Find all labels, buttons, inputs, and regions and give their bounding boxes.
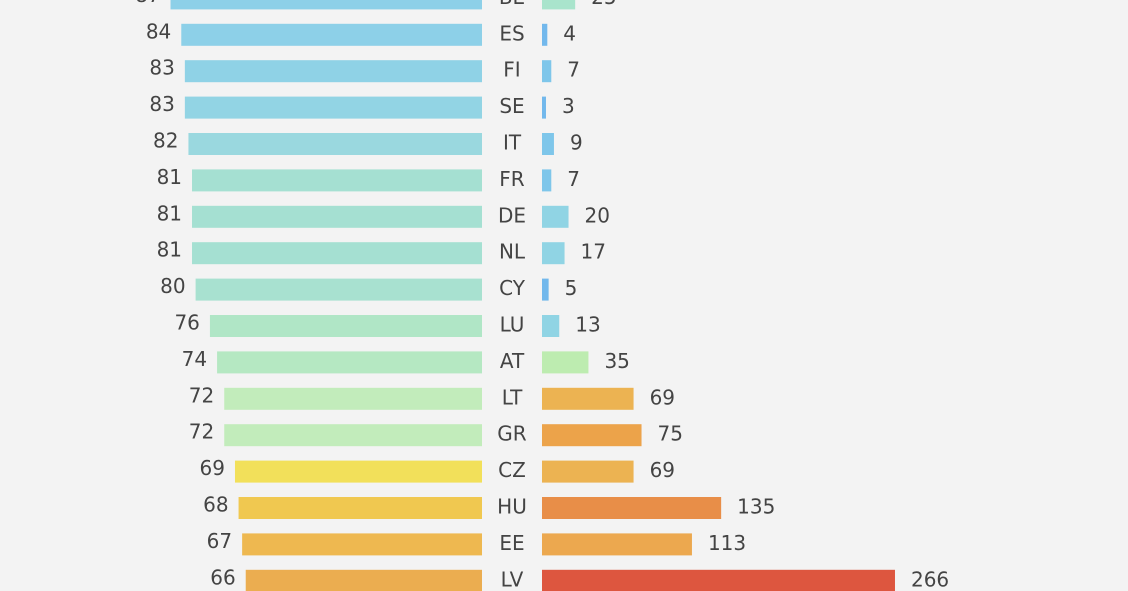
left-value-label: 67	[207, 529, 232, 553]
right-bar	[542, 205, 569, 228]
left-bar	[242, 533, 482, 556]
right-value-label: 4	[563, 21, 576, 45]
left-value-label: 84	[146, 19, 171, 43]
category-label: CZ	[498, 458, 526, 482]
left-bar	[192, 205, 482, 228]
left-bar	[181, 23, 482, 46]
left-bar	[184, 96, 483, 119]
right-bar	[542, 133, 554, 155]
right-bar	[542, 278, 549, 301]
right-bar	[542, 569, 895, 591]
left-bar	[192, 242, 482, 265]
right-value-label: 20	[585, 203, 610, 227]
category-label: HU	[497, 495, 527, 519]
right-value-label: 7	[567, 167, 580, 191]
category-label: SE	[499, 94, 524, 118]
right-value-label: 35	[604, 349, 629, 373]
left-value-label: 83	[149, 92, 174, 116]
left-bar	[188, 133, 482, 155]
category-label: EE	[499, 531, 524, 555]
left-value-label: 76	[174, 311, 199, 335]
right-value-label: 17	[581, 240, 606, 264]
right-bar	[542, 497, 722, 519]
right-value-label: 9	[570, 131, 583, 155]
left-bar	[184, 60, 483, 83]
left-value-label: 74	[182, 347, 207, 371]
right-value-label: 69	[650, 458, 675, 482]
left-value-label: 83	[149, 56, 174, 80]
left-bar	[170, 0, 483, 10]
category-label: FI	[503, 58, 520, 82]
left-bar	[195, 278, 482, 301]
category-label: NL	[499, 240, 526, 264]
left-value-label: 87	[135, 0, 160, 7]
left-bar	[238, 497, 482, 519]
right-bar	[542, 387, 634, 410]
left-value-label: 72	[189, 420, 214, 444]
left-value-label: 66	[210, 565, 235, 589]
category-label: FR	[499, 167, 525, 191]
left-value-label: 82	[153, 129, 178, 153]
left-value-label: 81	[157, 238, 182, 262]
category-label: AT	[500, 349, 525, 373]
category-label: BE	[499, 0, 525, 9]
right-bar	[542, 424, 642, 447]
category-label: LV	[501, 567, 524, 591]
left-bar	[245, 569, 482, 591]
left-bar	[192, 169, 482, 192]
category-label: CY	[499, 276, 526, 300]
right-value-label: 113	[708, 531, 746, 555]
left-bar	[234, 460, 482, 483]
left-bar	[209, 315, 483, 337]
right-bar	[542, 533, 692, 556]
right-value-label: 266	[911, 567, 949, 591]
category-label: GR	[497, 422, 526, 446]
right-bar	[542, 0, 576, 10]
right-bar	[542, 96, 546, 119]
right-bar	[542, 315, 560, 337]
right-value-label: 3	[562, 94, 575, 118]
left-bar	[217, 351, 482, 374]
left-value-label: 69	[200, 456, 225, 480]
left-value-label: 72	[189, 383, 214, 407]
right-bar	[542, 460, 634, 483]
right-bar	[542, 23, 548, 46]
category-label: LT	[502, 385, 523, 409]
right-value-label: 69	[650, 385, 675, 409]
right-value-label: 75	[658, 422, 683, 446]
right-value-label: 7	[567, 58, 580, 82]
category-label: LU	[500, 313, 525, 337]
right-bar	[542, 242, 565, 265]
right-bar	[542, 351, 589, 374]
right-value-label: 5	[565, 276, 578, 300]
left-value-label: 80	[160, 274, 185, 298]
right-bar	[542, 169, 552, 192]
category-label: DE	[498, 203, 526, 227]
left-bar	[224, 387, 483, 410]
right-value-label: 135	[737, 495, 775, 519]
category-label: ES	[499, 21, 524, 45]
right-value-label: 25	[591, 0, 616, 9]
category-label: IT	[503, 131, 522, 155]
left-value-label: 81	[157, 165, 182, 189]
left-value-label: 81	[157, 201, 182, 225]
right-bar	[542, 60, 552, 83]
left-value-label: 68	[203, 493, 228, 517]
right-value-label: 13	[575, 313, 600, 337]
left-bar	[224, 424, 483, 447]
